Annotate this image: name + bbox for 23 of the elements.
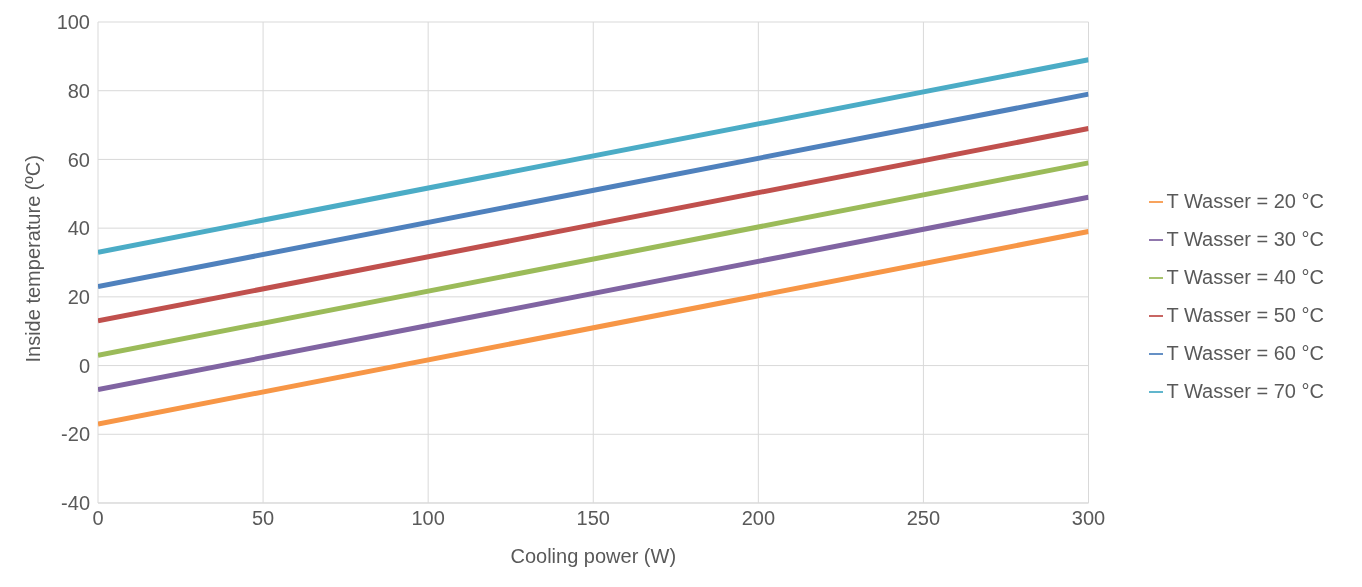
legend-label: T Wasser = 50 °C [1166, 303, 1324, 326]
y-tick-label: -20 [61, 423, 90, 446]
y-tick-label: 60 [67, 148, 90, 171]
legend-label: T Wasser = 70 °C [1166, 379, 1324, 402]
x-tick-label: 150 [576, 507, 610, 530]
legend-label: T Wasser = 20 °C [1166, 189, 1324, 212]
x-tick-label: 250 [906, 507, 941, 530]
y-tick-label: 100 [56, 11, 90, 34]
y-tick-label: -40 [61, 492, 90, 515]
legend-label: T Wasser = 30 °C [1166, 227, 1324, 250]
legend-label: T Wasser = 40 °C [1166, 265, 1324, 288]
x-tick-label: 50 [251, 507, 275, 530]
y-tick-label: 40 [67, 217, 90, 240]
x-tick-label: 200 [741, 507, 776, 530]
x-tick-label: 100 [411, 507, 445, 530]
legend-label: T Wasser = 60 °C [1166, 341, 1324, 364]
y-tick-label: 80 [67, 79, 90, 102]
y-axis-title: Inside temperature (ºC) [22, 155, 45, 363]
y-tick-label: 0 [78, 354, 90, 377]
x-tick-label: 0 [92, 507, 104, 530]
x-axis-title: Cooling power (W) [510, 545, 677, 567]
x-tick-label: 300 [1071, 507, 1106, 530]
y-tick-label: 20 [67, 285, 90, 308]
